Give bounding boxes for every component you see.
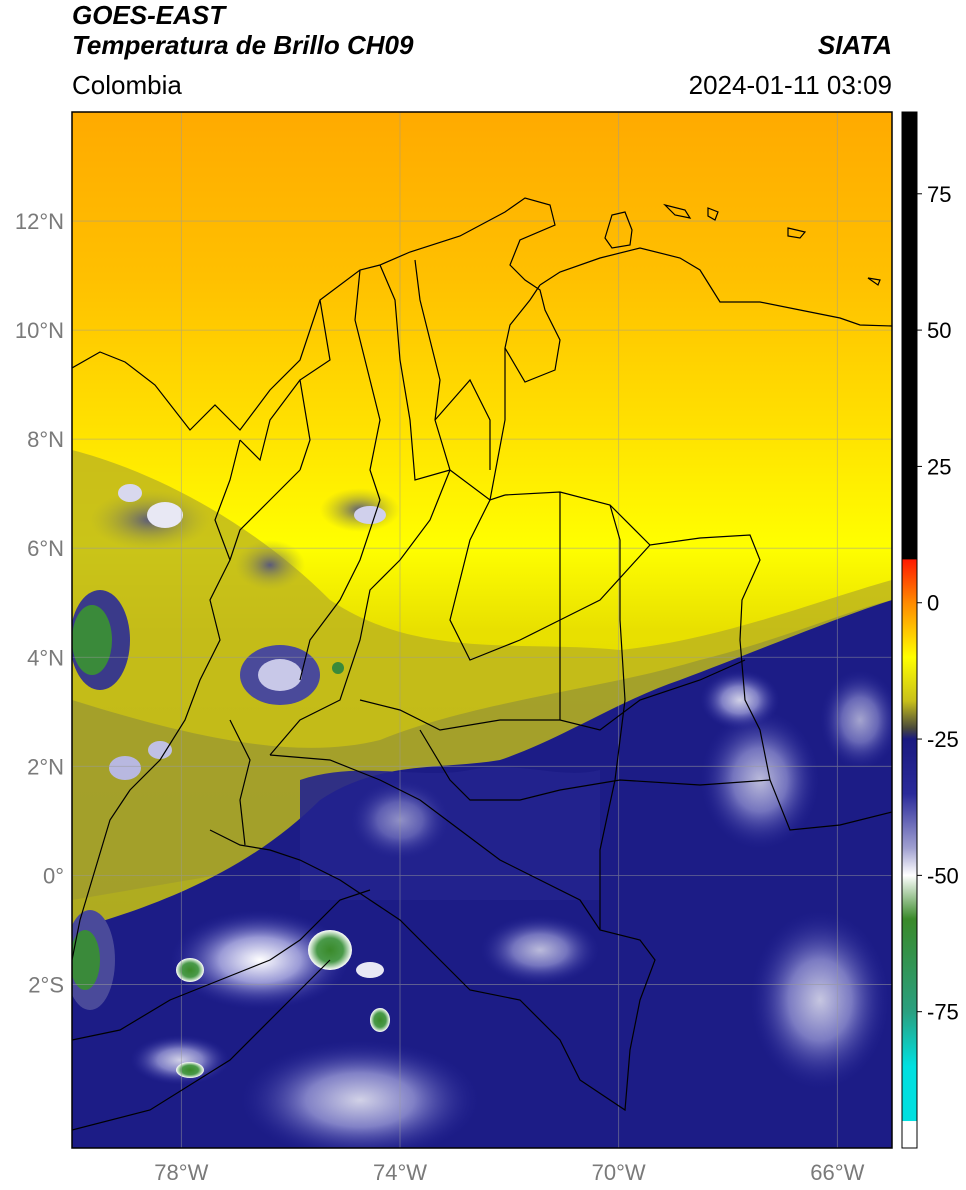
peninsula-shape <box>604 211 633 249</box>
colorbar-tick-label: 75 <box>927 182 951 207</box>
colorbar: 75 50 25 0 -25 -50 -75 <box>901 111 959 1149</box>
internal-3 <box>229 469 301 561</box>
colorbar-fill <box>902 112 917 1148</box>
colorbar-frame <box>901 111 918 1149</box>
lon-tick-label: 78°W <box>154 1160 208 1185</box>
product-title: Temperatura de Brillo CH09 <box>72 30 414 60</box>
border-east <box>504 491 892 831</box>
amazon-line <box>72 959 331 1131</box>
datetime-label: 2024-01-11 03:09 <box>688 70 892 100</box>
lat-tick-label: 2°N <box>27 754 64 779</box>
map-frame <box>71 111 893 1149</box>
region-label: Colombia <box>72 70 182 100</box>
internal-13 <box>379 264 451 481</box>
colorbar-tick-label: -50 <box>927 863 959 888</box>
internal-2 <box>354 269 381 501</box>
colorbar-tick-label: -25 <box>927 727 959 752</box>
internal-5 <box>269 469 451 756</box>
lon-tick-label: 70°W <box>592 1160 646 1185</box>
brand-label: SIATA <box>817 30 892 60</box>
internal-8 <box>419 729 771 801</box>
island-1 <box>663 203 692 219</box>
internal-14 <box>434 378 491 470</box>
colorbar-tick-label: -75 <box>927 1000 959 1025</box>
peru-ecuador <box>72 889 371 1041</box>
pacific-coast <box>72 439 241 961</box>
island-2 <box>707 207 719 221</box>
border-south <box>209 754 656 1112</box>
coastlines-borders <box>72 197 892 1131</box>
colorbar-tick-label: 0 <box>927 591 939 616</box>
satellite-title: GOES-EAST <box>72 0 226 30</box>
lat-tick-label: 12°N <box>15 209 64 234</box>
venezuela-coast <box>539 247 892 327</box>
longitude-ticks: 78°W 74°W 70°W 66°W <box>154 1160 864 1185</box>
satellite-imagery <box>72 112 892 1148</box>
caribbean-coast <box>72 197 561 431</box>
lon-tick-label: 66°W <box>810 1160 864 1185</box>
internal-12 <box>489 348 506 501</box>
lon-tick-label: 74°W <box>373 1160 427 1185</box>
internal-4 <box>299 499 381 681</box>
internal-15 <box>239 379 301 462</box>
colorbar-tick-label: 25 <box>927 454 951 479</box>
lat-tick-label: 10°N <box>15 318 64 343</box>
internal-6 <box>449 499 651 661</box>
internal-11 <box>599 504 626 930</box>
internal-9 <box>229 719 251 846</box>
island-4 <box>867 277 881 286</box>
lat-tick-label: 6°N <box>27 536 64 561</box>
island-3 <box>787 227 807 239</box>
lat-tick-label: 0° <box>43 863 64 888</box>
latitude-ticks: 12°N 10°N 8°N 6°N 4°N 2°N 0° 2°S <box>15 209 64 997</box>
lat-tick-label: 8°N <box>27 427 64 452</box>
colorbar-tick-label: 50 <box>927 318 951 343</box>
lat-tick-label: 4°N <box>27 645 64 670</box>
graticule <box>72 112 892 1148</box>
lat-tick-label: 2°S <box>28 972 64 997</box>
